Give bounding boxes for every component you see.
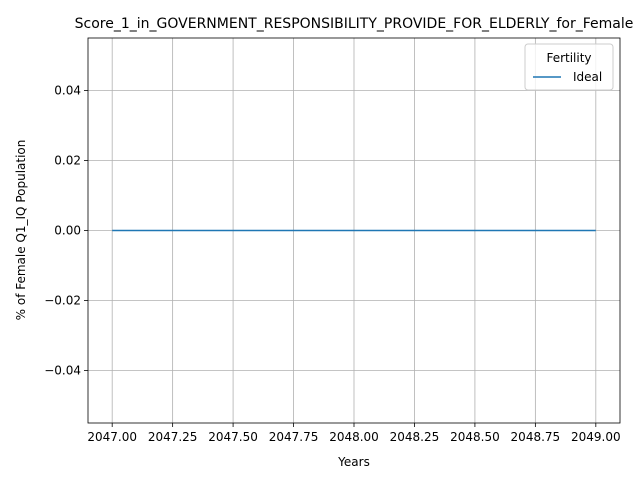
x-tick-label: 2048.25 (390, 430, 440, 444)
x-tick-label: 2048.75 (511, 430, 561, 444)
x-tick-label: 2048.50 (450, 430, 500, 444)
x-tick-label: 2047.50 (208, 430, 258, 444)
legend-label-ideal: Ideal (573, 70, 602, 84)
y-tick-label: −0.02 (44, 294, 81, 308)
chart-title: Score_1_in_GOVERNMENT_RESPONSIBILITY_PRO… (75, 16, 634, 32)
y-tick-label: 0.00 (54, 224, 81, 238)
x-axis-label: Years (337, 455, 370, 469)
y-axis-ticks: 0.04 0.02 0.00 −0.02 −0.04 (44, 84, 88, 378)
x-tick-label: 2047.00 (87, 430, 137, 444)
legend: Fertility Ideal (524, 43, 614, 91)
x-tick-label: 2049.00 (571, 430, 621, 444)
x-axis-ticks: 2047.00 2047.25 2047.50 2047.75 2048.00 2048.… (87, 423, 621, 444)
legend-title: Fertility (546, 51, 591, 65)
y-axis-label: % of Female Q1_IQ Population (14, 140, 28, 321)
legend-box (524, 43, 614, 91)
x-tick-label: 2048.00 (329, 430, 379, 444)
y-tick-label: 0.02 (54, 154, 81, 168)
y-tick-label: −0.04 (44, 364, 81, 378)
y-tick-label: 0.04 (54, 84, 81, 98)
x-tick-label: 2047.25 (148, 430, 198, 444)
x-tick-label: 2047.75 (269, 430, 319, 444)
